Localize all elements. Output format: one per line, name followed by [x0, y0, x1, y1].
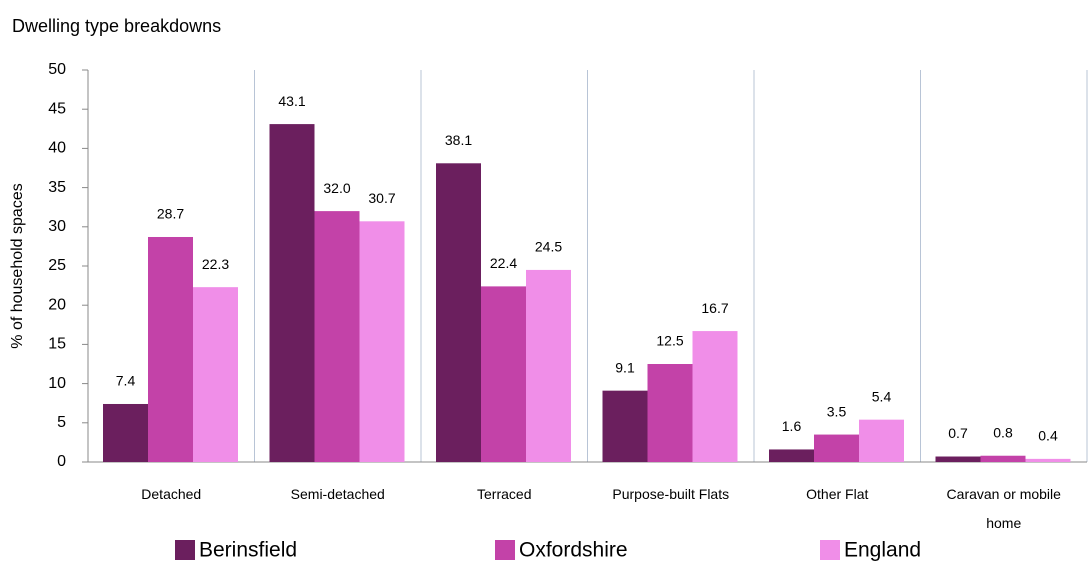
y-tick-label: 15: [48, 336, 66, 353]
bar: [526, 269, 571, 462]
value-label: 24.5: [535, 239, 562, 255]
y-tick-label: 25: [48, 257, 66, 274]
value-label: 0.8: [993, 424, 1013, 440]
bar: [481, 286, 526, 462]
value-label: 32.0: [323, 180, 350, 196]
value-label: 0.4: [1038, 428, 1058, 444]
value-label: 38.1: [445, 132, 472, 148]
value-label: 22.4: [490, 255, 517, 271]
value-label: 3.5: [827, 403, 847, 419]
x-tick-label: Terraced: [477, 486, 532, 502]
bar: [436, 163, 481, 462]
x-tick-label: Semi-detached: [290, 486, 385, 502]
legend-swatch: [175, 540, 195, 560]
value-label: 28.7: [157, 206, 184, 222]
y-axis-label: % of household spaces: [9, 183, 26, 348]
legend-label: England: [844, 539, 921, 562]
value-label: 5.4: [872, 388, 892, 404]
value-label: 9.1: [615, 359, 635, 375]
bar: [359, 221, 405, 462]
bar: [769, 449, 814, 462]
bar: [647, 364, 693, 462]
value-label: 12.5: [656, 333, 683, 349]
y-tick-label: 10: [48, 375, 66, 392]
bar: [859, 419, 904, 462]
value-label: 1.6: [782, 418, 802, 434]
bar: [602, 390, 648, 462]
legend-label: Oxfordshire: [519, 539, 628, 562]
legend-label: Berinsfield: [199, 539, 297, 562]
value-label: 30.7: [368, 190, 395, 206]
bar: [1025, 458, 1071, 462]
y-tick-label: 5: [57, 414, 66, 431]
x-tick-label: Detached: [141, 486, 202, 502]
value-label: 43.1: [278, 93, 305, 109]
bar: [193, 287, 238, 462]
value-label: 0.7: [948, 425, 968, 441]
bar: [269, 124, 315, 462]
bar: [148, 236, 193, 462]
y-tick-label: 20: [48, 296, 66, 313]
value-label: 22.3: [202, 256, 229, 272]
x-tick-label: Other Flat: [806, 486, 869, 502]
value-label: 7.4: [116, 373, 136, 389]
y-tick-label: 35: [48, 179, 66, 196]
y-tick-label: 45: [48, 100, 66, 117]
y-tick-label: 30: [48, 218, 66, 235]
x-tick-label: Purpose-built Flats: [612, 486, 730, 502]
value-label: 16.7: [701, 300, 728, 316]
bar: [980, 455, 1026, 462]
y-tick-label: 50: [48, 61, 66, 78]
x-tick-label: Caravan or mobile home: [946, 486, 1061, 531]
bar: [814, 434, 859, 462]
chart-title: Dwelling type breakdowns: [12, 16, 221, 36]
bar: [692, 331, 738, 462]
legend-swatch: [820, 540, 840, 560]
bar: [935, 456, 981, 462]
y-tick-label: 0: [57, 453, 66, 470]
bar: [314, 211, 360, 462]
y-tick-label: 40: [48, 140, 66, 157]
legend-swatch: [495, 540, 515, 560]
bar: [103, 403, 148, 462]
